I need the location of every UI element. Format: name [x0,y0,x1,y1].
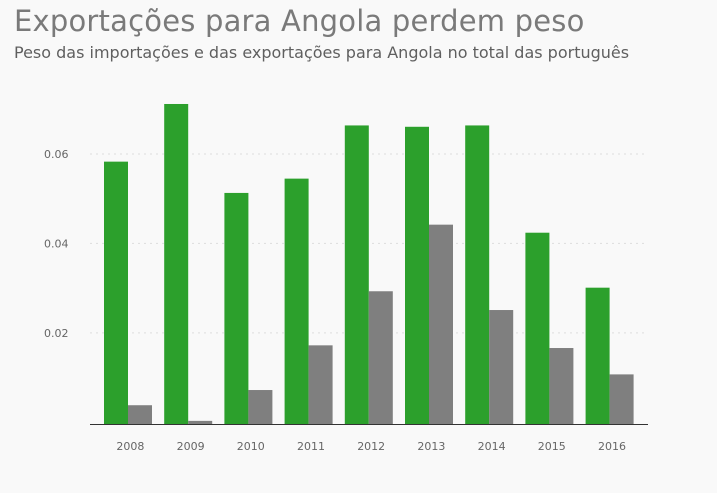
x-tick-label: 2008 [116,440,144,453]
import-bar-2011 [308,345,333,424]
export-bar-2009 [164,103,189,425]
export-bar-2014 [465,125,490,424]
export-bar-2013 [405,126,429,425]
import-bar-2015 [549,348,574,424]
x-axis-ticks: 2008 2009 2010 2011 2012 2013 2014 2015 2016 [116,440,626,453]
bars [104,103,634,425]
import-bar-2010 [248,390,273,424]
export-bar-2011 [284,178,309,424]
chart-title: Exportações para Angola perdem peso [14,4,585,38]
x-tick-label: 2011 [297,440,325,453]
x-tick-label: 2012 [357,440,385,453]
export-bar-2010 [224,192,249,424]
export-bar-2015 [525,232,550,424]
chart-subtitle: Peso das importações e das exportações p… [14,43,630,62]
y-axis-ticks: 0.02 0.04 0.06 [44,148,69,340]
x-tick-label: 2014 [478,440,506,453]
y-tick-label: 0.02 [44,327,69,340]
x-tick-label: 2010 [237,440,265,453]
import-bar-2016 [609,374,634,424]
x-tick-label: 2009 [177,440,205,453]
import-bar-2009 [188,420,213,424]
import-bar-2008 [128,405,152,424]
export-bar-2008 [104,161,128,425]
x-tick-label: 2016 [598,440,626,453]
import-bar-2013 [429,224,453,424]
export-bar-2016 [585,287,610,424]
export-bar-2012 [344,125,369,424]
y-tick-label: 0.06 [44,148,69,161]
import-bar-2012 [368,291,393,424]
x-tick-label: 2015 [538,440,566,453]
y-tick-label: 0.04 [44,237,69,250]
x-tick-label: 2013 [417,440,445,453]
import-bar-2014 [489,310,514,424]
